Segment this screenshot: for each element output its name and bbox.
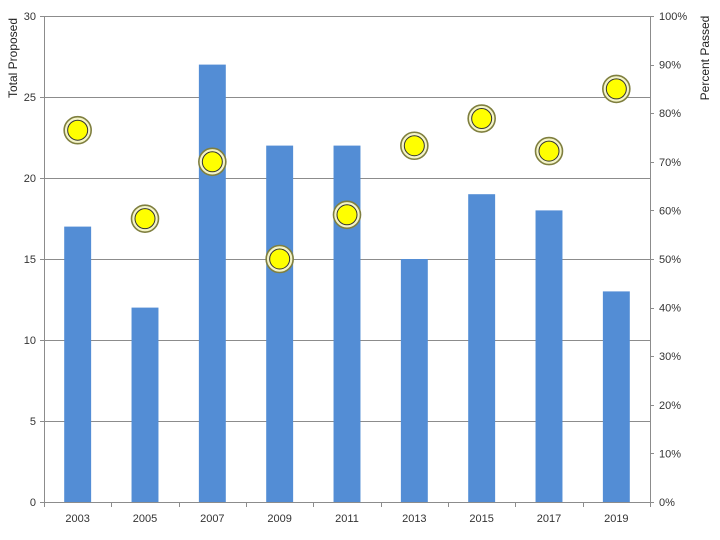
y-tick-label-25: 25 [24, 92, 36, 104]
point-2007 [201, 151, 223, 173]
bar-2013 [400, 259, 428, 502]
y2-axis-title: Percent Passed [698, 16, 712, 101]
point-2017 [538, 140, 560, 162]
x-tick-label-2013: 2013 [402, 513, 426, 525]
y-tick-label-20: 20 [24, 173, 36, 185]
x-tick-label-2011: 2011 [335, 513, 359, 525]
x-tick-label-2005: 2005 [133, 513, 157, 525]
point-2003 [67, 119, 89, 141]
y-tick-label-30: 30 [24, 11, 36, 23]
bar-2009 [266, 145, 294, 502]
point-2013 [403, 135, 425, 157]
x-tick-label-2019: 2019 [604, 513, 628, 525]
scatter-series [63, 74, 631, 274]
y2-tick-label-7: 70% [659, 157, 681, 169]
y2-tick-label-10: 100% [659, 11, 687, 23]
bar-2019 [602, 291, 630, 502]
y-tick-label-10: 10 [24, 335, 36, 347]
x-tick-label-2017: 2017 [537, 513, 561, 525]
x-tick-label-2015: 2015 [469, 513, 493, 525]
x-tick-label-2009: 2009 [267, 513, 291, 525]
point-2009 [269, 248, 291, 270]
y-axis-title: Total Proposed [6, 18, 20, 98]
y-tick-label-0: 0 [30, 497, 36, 509]
left-axis-tick-labels: 0 5 10 15 20 25 30 [24, 11, 44, 509]
y2-tick-label-0: 0% [659, 497, 675, 509]
y2-tick-label-3: 30% [659, 351, 681, 363]
y-tick-label-5: 5 [30, 416, 36, 428]
bar-series [64, 64, 630, 502]
right-axis-tick-labels: 0% 10% 20% 30% 40% 50% 60% 70% 80% 90% 100% [650, 11, 687, 509]
point-2005 [134, 208, 156, 230]
y2-tick-label-9: 90% [659, 60, 681, 72]
y2-tick-label-5: 50% [659, 254, 681, 266]
bar-2003 [64, 226, 92, 502]
point-2015 [471, 108, 493, 130]
y2-tick-label-2: 20% [659, 400, 681, 412]
bar-2015 [468, 194, 496, 502]
point-2011 [336, 204, 358, 226]
bar-2017 [535, 210, 563, 502]
bar-2011 [333, 145, 361, 502]
bar-2005 [131, 307, 159, 502]
bar-2007 [198, 64, 226, 502]
y2-tick-label-1: 10% [659, 448, 681, 460]
x-axis-tick-labels: 2003 2005 2007 2009 2011 2013 2015 2017 2019 [44, 502, 651, 525]
point-2019 [605, 78, 627, 100]
x-tick-label-2007: 2007 [200, 513, 224, 525]
y2-tick-label-8: 80% [659, 108, 681, 120]
x-tick-label-2003: 2003 [65, 513, 89, 525]
y2-tick-label-6: 60% [659, 205, 681, 217]
y-tick-label-15: 15 [24, 254, 36, 266]
y2-tick-label-4: 40% [659, 303, 681, 315]
